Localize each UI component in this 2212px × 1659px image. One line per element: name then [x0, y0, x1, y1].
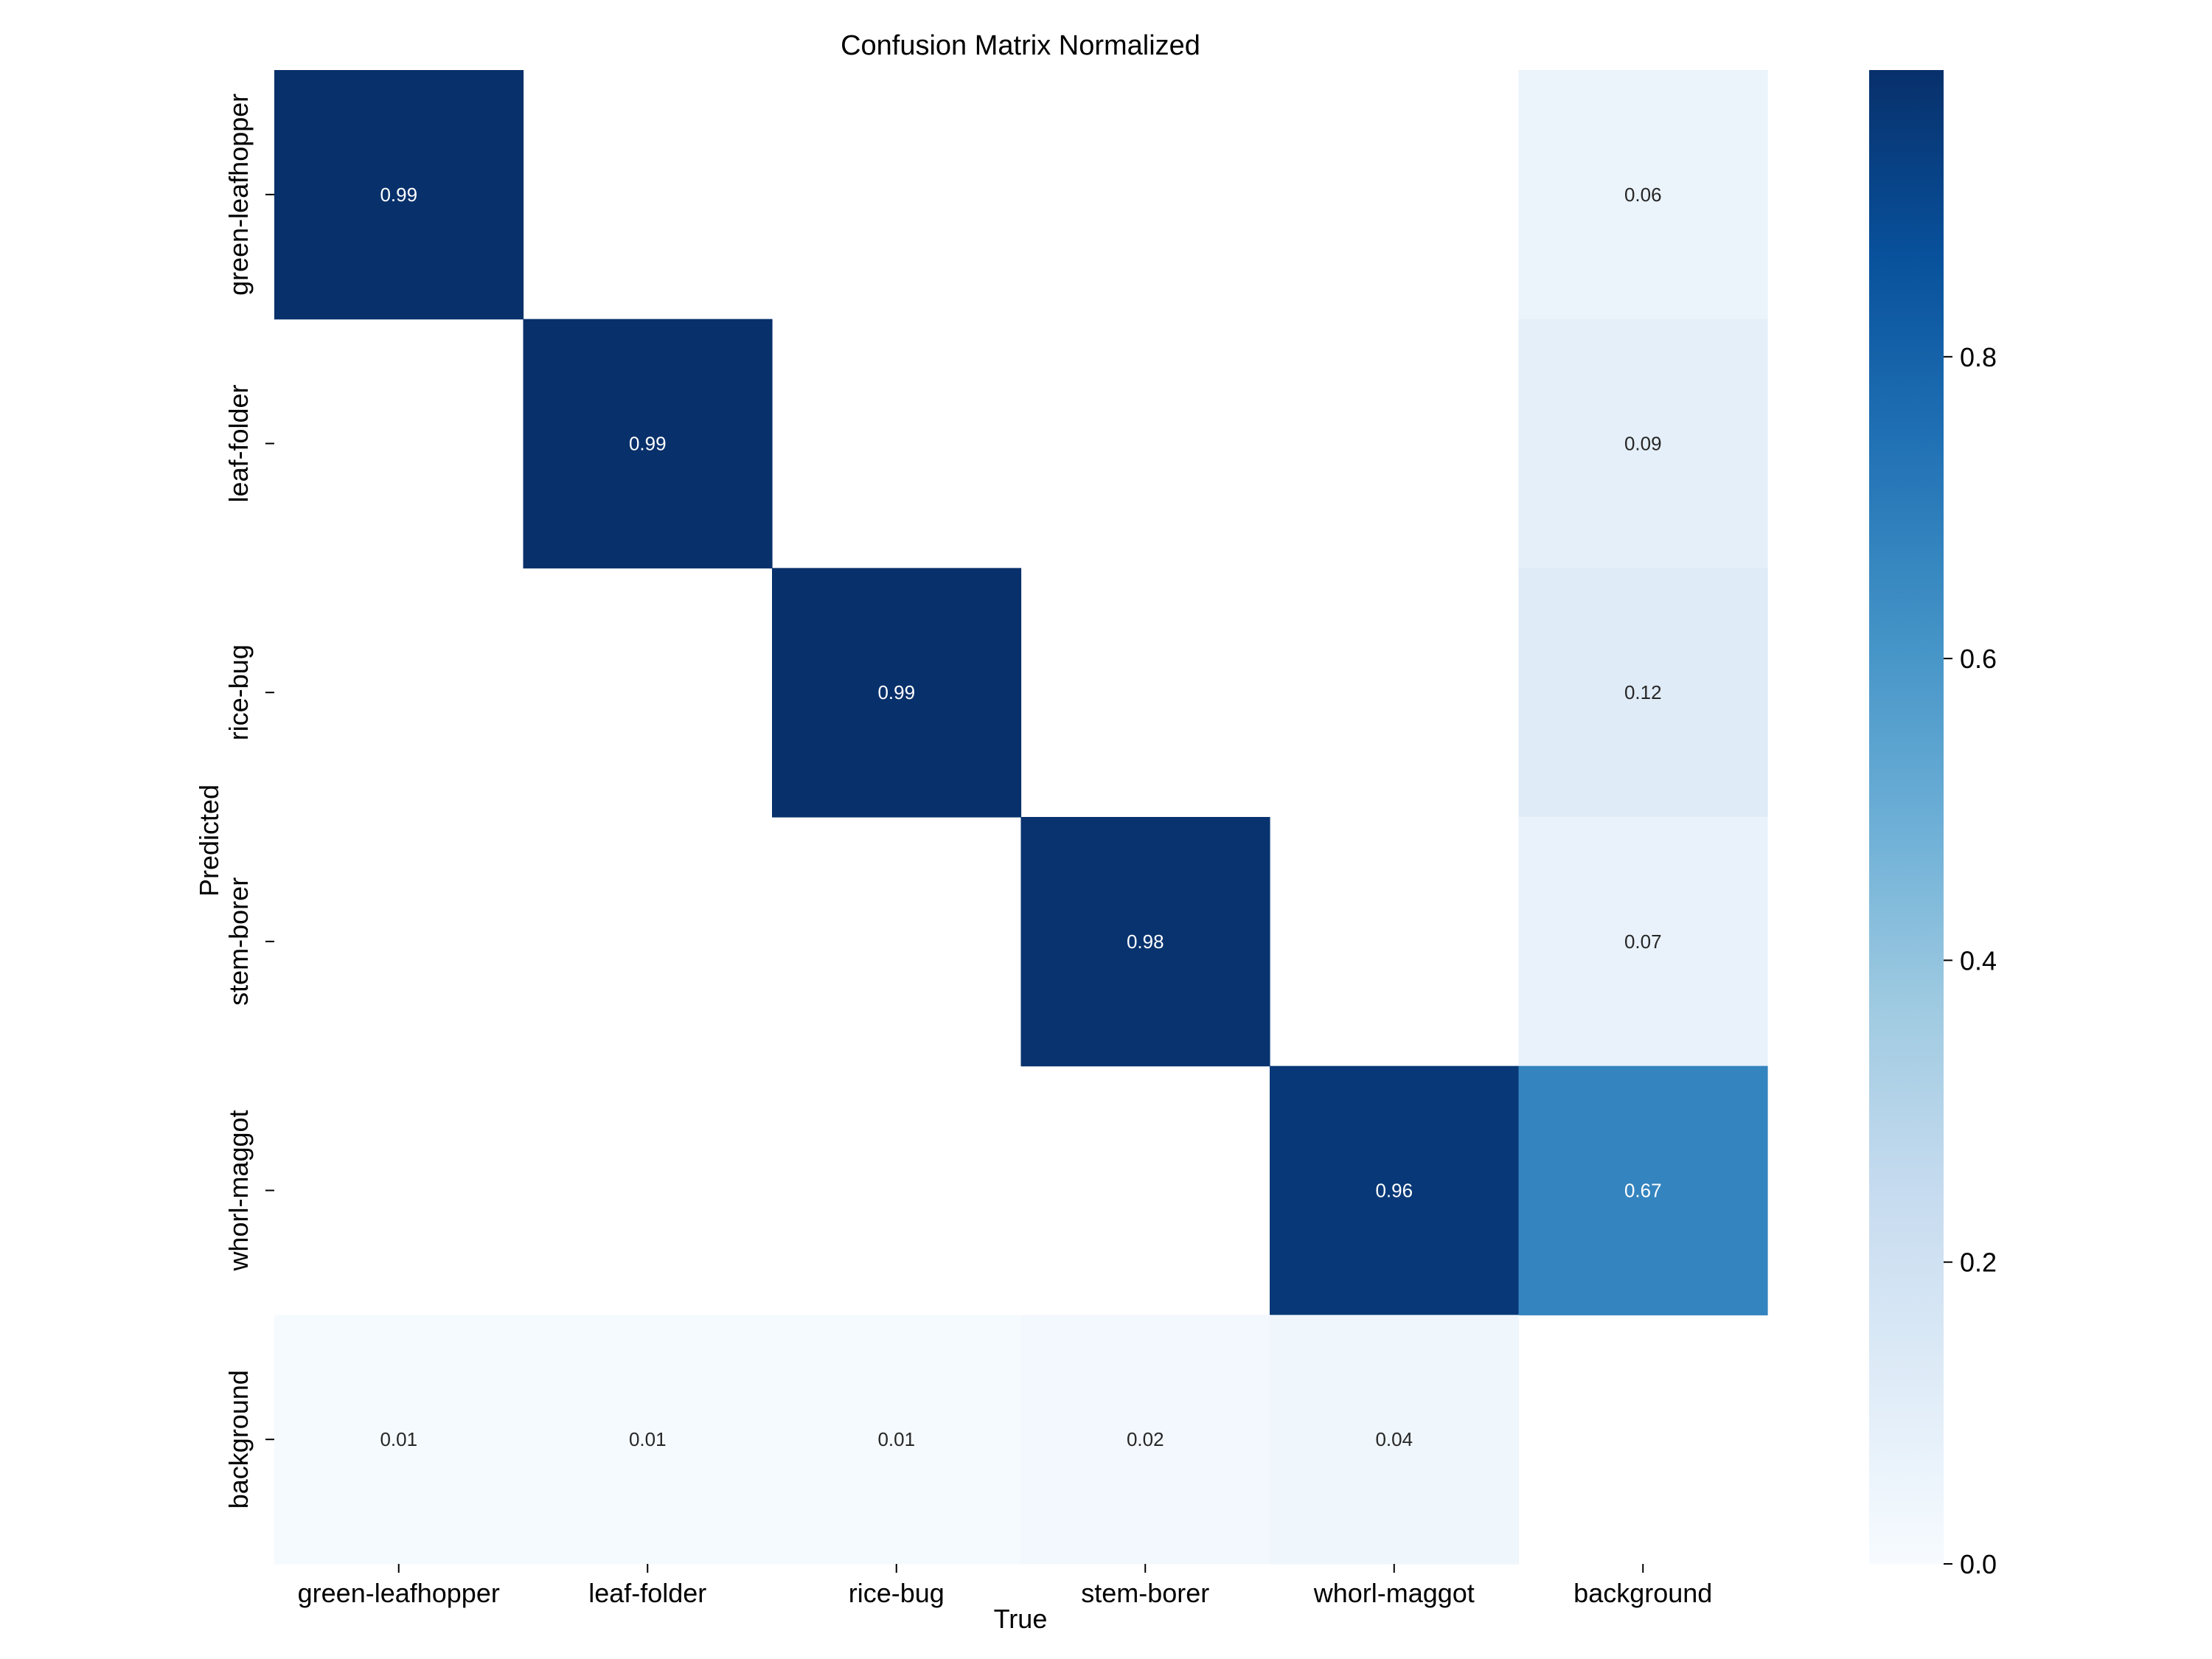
cell-value-label: 0.01	[380, 1428, 417, 1450]
cell-value-label: 0.96	[1375, 1180, 1413, 1202]
cell-value-label: 0.12	[1624, 681, 1662, 703]
x-axis-ticks: green-leafhopper leaf-folder rice-bug stem-…	[298, 1564, 1712, 1608]
cell-value-label: 0.04	[1375, 1428, 1413, 1450]
cell-value-label: 0.02	[1127, 1428, 1164, 1450]
colorbar-tick-label: 0.2	[1960, 1248, 1997, 1278]
y-tick-label: background	[223, 1370, 254, 1509]
x-tick-label: rice-bug	[849, 1578, 945, 1608]
heatmap-cell	[1518, 817, 1768, 1067]
colorbar-gradient	[1869, 70, 1944, 1564]
colorbar-tick-label: 0.8	[1960, 342, 1997, 372]
heatmap-cell	[772, 1315, 1022, 1565]
heatmap-cell	[772, 568, 1022, 818]
cell-value-label: 0.07	[1624, 931, 1662, 953]
cell-value-label: 0.01	[877, 1428, 915, 1450]
x-tick-label: green-leafhopper	[298, 1578, 500, 1608]
cell-value-label: 0.09	[1624, 433, 1662, 455]
y-axis-label: Predicted	[194, 785, 224, 897]
colorbar-tick-label: 0.4	[1960, 945, 1997, 975]
y-tick-label: leaf-folder	[223, 384, 254, 502]
heatmap-cell	[274, 70, 524, 320]
colorbar: 0.0 0.2 0.4 0.6 0.8	[1869, 70, 1997, 1579]
y-tick-label: whorl-maggot	[223, 1110, 254, 1271]
heatmap-cell	[1270, 1065, 1520, 1315]
heatmap-cell	[523, 1315, 773, 1565]
heatmap-cell	[1020, 1315, 1270, 1565]
heatmap-cell	[1518, 568, 1768, 818]
heatmap-cell	[274, 1315, 524, 1565]
x-tick-label: background	[1573, 1578, 1712, 1608]
cell-value-label: 0.99	[877, 681, 915, 703]
heatmap-cell	[1020, 817, 1270, 1067]
x-tick-label: leaf-folder	[588, 1578, 706, 1608]
cell-value-label: 0.01	[629, 1428, 667, 1450]
cell-value-label: 0.06	[1624, 184, 1662, 206]
y-tick-label: rice-bug	[223, 644, 254, 740]
chart-title: Confusion Matrix Normalized	[841, 30, 1200, 61]
cell-value-label: 0.99	[629, 433, 667, 455]
x-tick-label: stem-borer	[1081, 1578, 1209, 1608]
heatmap-cell	[1518, 319, 1768, 568]
colorbar-tick-label: 0.6	[1960, 644, 1997, 674]
cell-value-label: 0.99	[380, 184, 417, 206]
y-tick-label: green-leafhopper	[223, 94, 254, 296]
heatmap-cell	[1518, 1065, 1768, 1315]
heatmap-cell	[1518, 70, 1768, 320]
cell-value-label: 0.67	[1624, 1180, 1662, 1202]
heatmap-cell	[523, 319, 773, 568]
y-axis-ticks: green-leafhopper leaf-folder rice-bug stem-…	[223, 94, 274, 1509]
heatmap-cell	[1270, 1315, 1520, 1565]
x-axis-label: True	[994, 1604, 1048, 1634]
y-tick-label: stem-borer	[223, 877, 254, 1006]
x-tick-label: whorl-maggot	[1313, 1578, 1475, 1608]
cell-value-label: 0.98	[1127, 931, 1164, 953]
colorbar-tick-label: 0.0	[1960, 1549, 1997, 1579]
heatmap-plot-area: 0.99 0.06 0.99 0.09 0.99 0.12 0.98 0.07 0.96 0.67…	[274, 70, 1768, 1565]
